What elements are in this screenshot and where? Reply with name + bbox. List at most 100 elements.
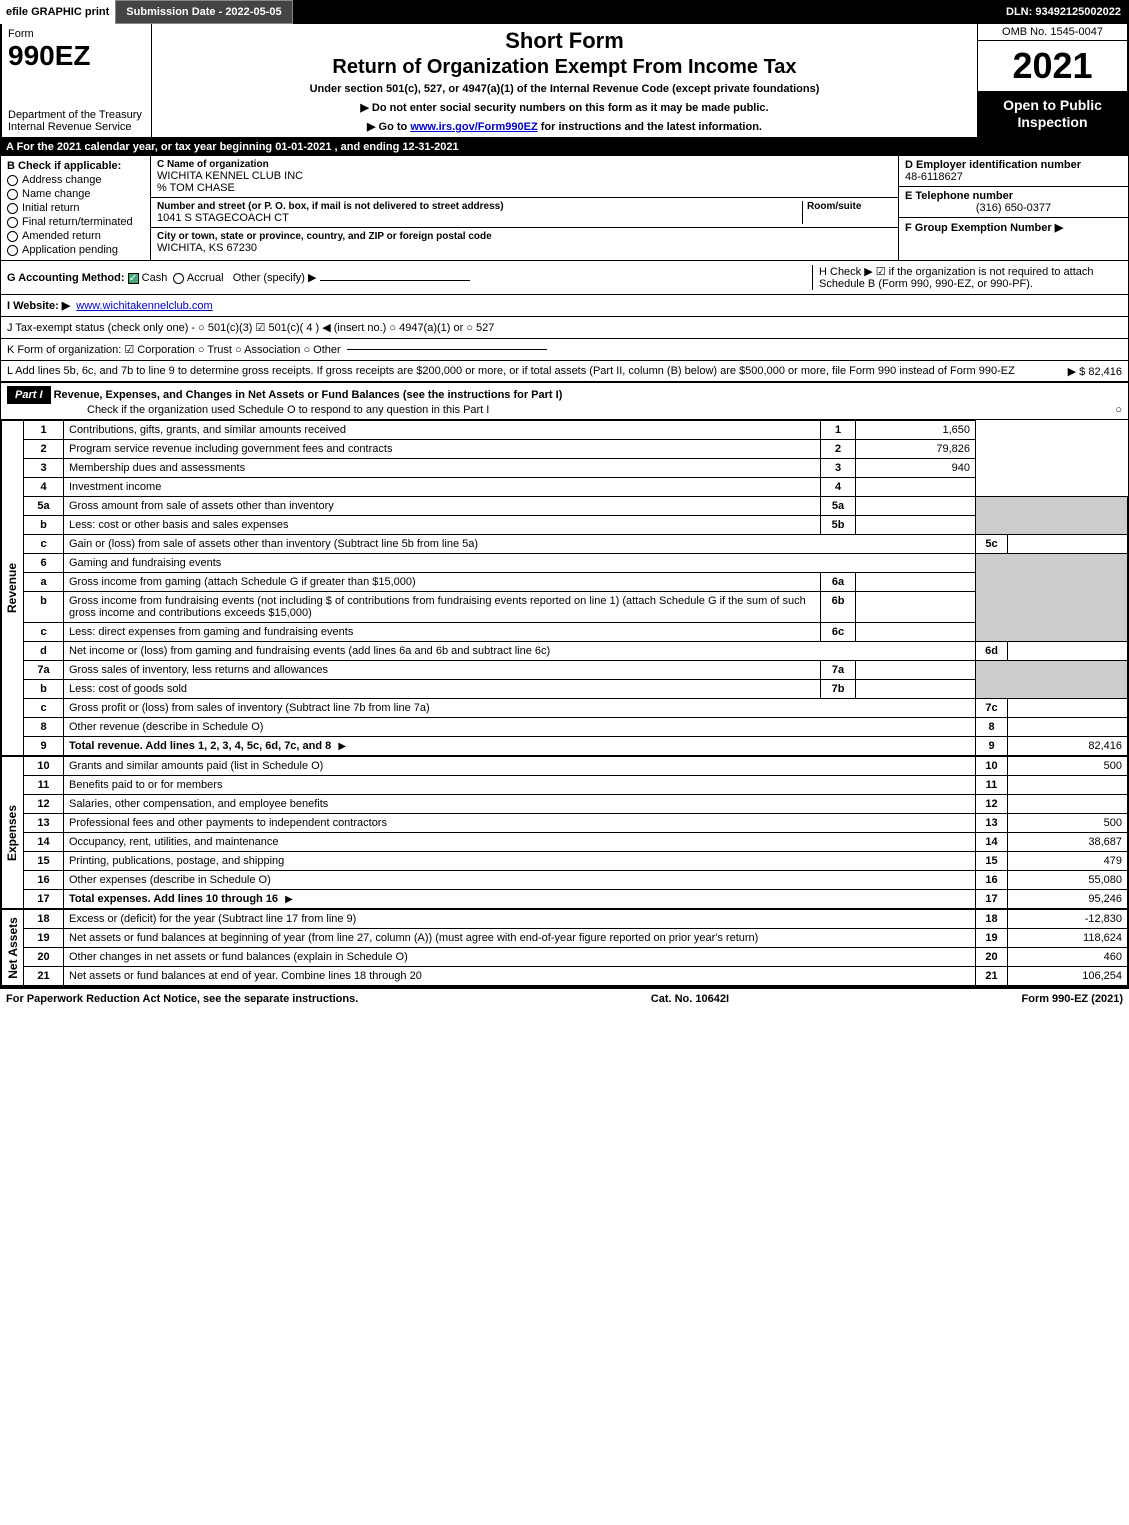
org-name: WICHITA KENNEL CLUB INC — [157, 170, 892, 182]
netassets-section: Net Assets 18Excess or (deficit) for the… — [0, 909, 1129, 987]
revenue-section: Revenue 1Contributions, gifts, grants, a… — [0, 420, 1129, 756]
line-8: 8Other revenue (describe in Schedule O)8 — [24, 718, 1128, 737]
line-6c: cLess: direct expenses from gaming and f… — [24, 623, 1128, 642]
line-17: 17Total expenses. Add lines 10 through 1… — [24, 890, 1128, 909]
form-header: Form 990EZ Department of the Treasury In… — [0, 24, 1129, 139]
opt-address-change[interactable]: Address change — [7, 174, 144, 186]
row-j: J Tax-exempt status (check only one) - ○… — [0, 317, 1129, 339]
line-13: 13Professional fees and other payments t… — [24, 814, 1128, 833]
row-l-text: L Add lines 5b, 6c, and 7b to line 9 to … — [7, 365, 1015, 377]
header-center: Short Form Return of Organization Exempt… — [152, 24, 977, 137]
return-title: Return of Organization Exempt From Incom… — [158, 56, 971, 79]
page-footer: For Paperwork Reduction Act Notice, see … — [0, 987, 1129, 1009]
form-number: 990EZ — [8, 40, 145, 72]
city-state-zip: WICHITA, KS 67230 — [157, 242, 892, 254]
expenses-section: Expenses 10Grants and similar amounts pa… — [0, 756, 1129, 909]
section-b: B Check if applicable: Address change Na… — [1, 156, 151, 260]
room-label: Room/suite — [807, 201, 892, 212]
top-bar: efile GRAPHIC print Submission Date - 20… — [0, 0, 1129, 24]
line-1: 1Contributions, gifts, grants, and simil… — [24, 421, 1128, 440]
irs-link[interactable]: www.irs.gov/Form990EZ — [410, 121, 537, 133]
opt-application-pending[interactable]: Application pending — [7, 244, 144, 256]
line-4: 4Investment income4 — [24, 478, 1128, 497]
open-to-public: Open to Public Inspection — [978, 91, 1127, 137]
opt-name-change[interactable]: Name change — [7, 188, 144, 200]
line-6d: dNet income or (loss) from gaming and fu… — [24, 642, 1128, 661]
tax-year: 2021 — [978, 41, 1127, 91]
checkbox-icon — [7, 231, 18, 242]
opt-label: Name change — [22, 188, 91, 200]
section-bcd: B Check if applicable: Address change Na… — [0, 155, 1129, 261]
line-5b: bLess: cost or other basis and sales exp… — [24, 516, 1128, 535]
org-name-label: C Name of organization — [157, 159, 892, 170]
ssn-warning: ▶ Do not enter social security numbers o… — [158, 101, 971, 114]
accrual-checkbox-icon[interactable] — [173, 273, 184, 284]
footer-cat-no: Cat. No. 10642I — [651, 993, 729, 1005]
line-16: 16Other expenses (describe in Schedule O… — [24, 871, 1128, 890]
opt-final-return[interactable]: Final return/terminated — [7, 216, 144, 228]
section-def: D Employer identification number 48-6118… — [898, 156, 1128, 260]
under-section-text: Under section 501(c), 527, or 4947(a)(1)… — [158, 83, 971, 95]
line-21: 21Net assets or fund balances at end of … — [24, 967, 1128, 986]
tax-exempt-status: J Tax-exempt status (check only one) - ○… — [7, 321, 494, 334]
line-5c: cGain or (loss) from sale of assets othe… — [24, 535, 1128, 554]
line-3: 3Membership dues and assessments3940 — [24, 459, 1128, 478]
line-7c: cGross profit or (loss) from sales of in… — [24, 699, 1128, 718]
opt-amended-return[interactable]: Amended return — [7, 230, 144, 242]
part1-title: Revenue, Expenses, and Changes in Net As… — [54, 389, 563, 401]
line-9: 9Total revenue. Add lines 1, 2, 3, 4, 5c… — [24, 737, 1128, 756]
checkbox-icon — [7, 245, 18, 256]
row-i: I Website: ▶ www.wichitakennelclub.com — [0, 295, 1129, 317]
checkbox-icon — [7, 189, 18, 200]
checkbox-icon — [7, 217, 18, 228]
line-12: 12Salaries, other compensation, and empl… — [24, 795, 1128, 814]
netassets-sidelabel: Net Assets — [6, 917, 20, 979]
revenue-table: 1Contributions, gifts, grants, and simil… — [23, 420, 1128, 756]
opt-label: Address change — [22, 174, 102, 186]
goto-note: ▶ Go to www.irs.gov/Form990EZ for instru… — [158, 120, 971, 133]
row-l: L Add lines 5b, 6c, and 7b to line 9 to … — [0, 361, 1129, 382]
care-of: % TOM CHASE — [157, 182, 892, 194]
revenue-sidelabel: Revenue — [6, 563, 20, 613]
phone-label: E Telephone number — [905, 190, 1122, 202]
footer-form-ref: Form 990-EZ (2021) — [1022, 993, 1123, 1005]
city-label: City or town, state or province, country… — [157, 231, 892, 242]
row-h-text: H Check ▶ ☑ if the organization is not r… — [812, 265, 1122, 290]
part1-check-line: Check if the organization used Schedule … — [87, 404, 489, 416]
part1-check-value: ○ — [1115, 404, 1122, 416]
efile-print-label[interactable]: efile GRAPHIC print — [0, 0, 115, 24]
line-15: 15Printing, publications, postage, and s… — [24, 852, 1128, 871]
street-label: Number and street (or P. O. box, if mail… — [157, 201, 802, 212]
line-2: 2Program service revenue including gover… — [24, 440, 1128, 459]
line-7b: bLess: cost of goods sold7b — [24, 680, 1128, 699]
opt-label: Amended return — [22, 230, 101, 242]
section-c: C Name of organization WICHITA KENNEL CL… — [151, 156, 898, 260]
goto-suffix: for instructions and the latest informat… — [538, 121, 762, 133]
header-left: Form 990EZ Department of the Treasury In… — [2, 24, 152, 137]
opt-label: Application pending — [22, 244, 118, 256]
accrual-label: Accrual — [187, 272, 224, 284]
line-6: 6Gaming and fundraising events — [24, 554, 1128, 573]
line-6a: aGross income from gaming (attach Schedu… — [24, 573, 1128, 592]
expenses-sidelabel: Expenses — [6, 804, 20, 860]
netassets-table: 18Excess or (deficit) for the year (Subt… — [23, 909, 1128, 986]
website-link[interactable]: www.wichitakennelclub.com — [76, 300, 212, 312]
ein-value: 48-6118627 — [905, 171, 1122, 183]
omb-number: OMB No. 1545-0047 — [978, 24, 1127, 41]
line-14: 14Occupancy, rent, utilities, and mainte… — [24, 833, 1128, 852]
section-b-label: B Check if applicable: — [7, 160, 144, 172]
opt-initial-return[interactable]: Initial return — [7, 202, 144, 214]
dln-label: DLN: 93492125002022 — [998, 4, 1129, 20]
goto-prefix: ▶ Go to — [367, 121, 410, 133]
line-5a: 5aGross amount from sale of assets other… — [24, 497, 1128, 516]
phone-value: (316) 650-0377 — [905, 202, 1122, 214]
group-exemption-label: F Group Exemption Number ▶ — [905, 221, 1122, 234]
dept-label: Department of the Treasury Internal Reve… — [8, 109, 145, 133]
part1-label: Part I — [7, 386, 51, 404]
line-10: 10Grants and similar amounts paid (list … — [24, 757, 1128, 776]
form-word: Form — [8, 28, 145, 40]
cash-checkbox-icon[interactable]: ✓ — [128, 273, 139, 284]
checkbox-icon — [7, 203, 18, 214]
header-right: OMB No. 1545-0047 2021 Open to Public In… — [977, 24, 1127, 137]
submission-date: Submission Date - 2022-05-05 — [115, 0, 292, 24]
